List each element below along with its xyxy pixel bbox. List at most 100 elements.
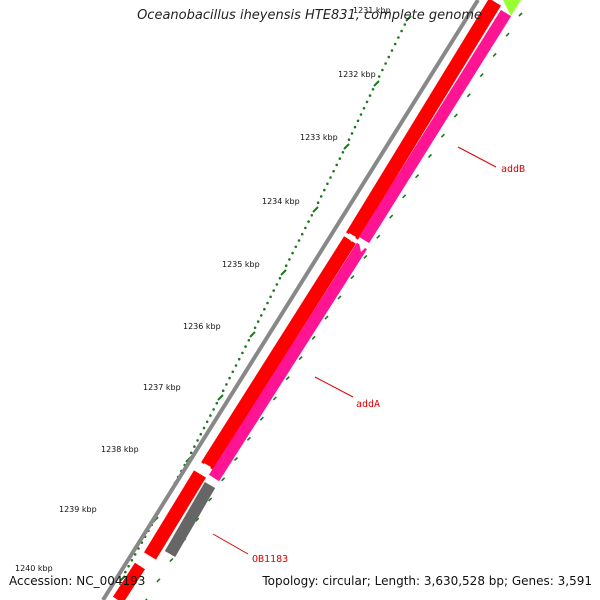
gene-callout-line <box>457 146 497 168</box>
ruler-minor-tick <box>284 264 288 268</box>
ruler-tick-label: 1235 kbp <box>222 260 260 269</box>
ruler-minor-tick <box>269 295 272 299</box>
ruler-minor-tick <box>304 226 307 230</box>
ruler-minor-tick <box>368 94 372 97</box>
ruler-reverse-tick <box>298 355 303 361</box>
ruler-minor-tick <box>387 55 391 59</box>
ruler-minor-tick <box>130 559 134 562</box>
ruler-minor-tick <box>397 36 400 39</box>
ruler-minor-tick <box>231 370 235 374</box>
ruler-reverse-tick <box>389 214 394 219</box>
ruler-reverse-tick <box>427 153 433 159</box>
cds-forward-addB <box>346 0 501 240</box>
ruler-minor-tick <box>256 320 260 323</box>
ruler-reverse-tick <box>402 194 407 199</box>
gene-label-ob1183[interactable]: OB1183 <box>252 554 288 565</box>
ruler-minor-tick <box>237 357 241 361</box>
cds-forward-addA <box>201 236 356 470</box>
ruler-minor-tick <box>133 553 137 556</box>
ruler-minor-tick <box>193 445 196 448</box>
ruler-minor-tick <box>362 106 366 110</box>
neighbor-gene <box>503 0 521 16</box>
ruler-minor-tick <box>288 258 291 261</box>
ruler-tick-label: 1234 kbp <box>262 197 300 206</box>
ruler-minor-tick <box>260 314 263 317</box>
ruler-minor-tick <box>350 132 354 135</box>
ruler-minor-tick <box>127 564 130 568</box>
ruler-minor-tick <box>205 420 209 424</box>
ruler-minor-tick <box>247 339 251 342</box>
ruler-minor-tick <box>297 239 301 242</box>
ruler-minor-tick <box>300 232 304 236</box>
gene-callout-line <box>212 533 249 555</box>
arrow-gap <box>204 463 211 472</box>
ruler-minor-tick <box>384 62 387 65</box>
ruler-labels: 1231 kbp 1232 kbp 1233 kbp 1234 kbp 1235 kbp… <box>15 6 391 573</box>
ruler-reverse-tick <box>169 558 174 563</box>
arrow-gap <box>359 243 366 252</box>
ruler-major-tick <box>312 206 319 213</box>
genome-stats-text: Topology: circular; Length: 3,630,528 bp… <box>262 574 592 588</box>
ruler-reverse-tick <box>363 254 368 260</box>
ruler-tick-label: 1240 kbp <box>15 564 53 573</box>
ruler-minor-tick <box>225 383 228 386</box>
ruler-minor-tick <box>228 376 231 380</box>
ruler-minor-tick <box>335 163 339 167</box>
genome-backbone <box>101 0 480 600</box>
ruler-minor-tick <box>266 301 269 305</box>
ruler-reverse-tick <box>414 174 420 179</box>
ruler-reverse-tick <box>518 12 523 17</box>
ruler-reverse-tick <box>505 32 510 37</box>
ruler-tick-label: 1232 kbp <box>338 70 376 79</box>
ruler-minor-tick <box>381 68 384 72</box>
ruler-major-tick <box>217 394 224 401</box>
ruler-major-tick <box>119 575 126 582</box>
ruler-reverse-tick <box>376 234 381 239</box>
ruler-reverse-tick <box>259 416 264 421</box>
ruler-reverse-tick <box>479 73 484 78</box>
ruler-minor-tick <box>291 251 294 255</box>
ruler-minor-tick <box>189 451 193 455</box>
ruler-minor-tick <box>329 176 332 179</box>
ruler-minor-tick <box>338 157 342 160</box>
ruler-minor-tick <box>221 389 225 393</box>
cds-forward-edge <box>112 562 146 600</box>
ruler-major-tick <box>249 331 256 338</box>
ruler-minor-tick <box>212 408 215 411</box>
ruler-minor-tick <box>244 345 247 348</box>
arrow-gap <box>349 233 356 242</box>
ruler-major-tick <box>373 80 380 87</box>
ruler-reverse-tick <box>453 113 458 118</box>
gene-callouts: addB addA OB1183 <box>212 146 525 565</box>
gene-label-adda[interactable]: addA <box>356 399 380 410</box>
ruler-reverse-tick <box>466 93 471 98</box>
ruler-minor-tick <box>209 414 212 417</box>
ruler-minor-tick <box>241 351 244 355</box>
ruler-minor-tick <box>393 42 397 46</box>
ruler-major-tick <box>405 15 412 22</box>
ruler-reverse-tick <box>440 133 445 138</box>
ruler-minor-tick <box>263 307 266 311</box>
cds-reverse-addB <box>358 9 512 244</box>
ruler-reverse-tick <box>350 275 355 280</box>
ruler-minor-tick <box>215 401 219 405</box>
ruler-minor-tick <box>390 49 394 52</box>
ruler-reverse-tick <box>311 335 316 340</box>
ruler-minor-tick <box>403 23 407 26</box>
gene-label-addb[interactable]: addB <box>501 164 525 175</box>
ruler-minor-tick <box>199 432 203 436</box>
ruler-tick-label: 1236 kbp <box>183 322 221 331</box>
ruler-minor-tick <box>359 113 363 116</box>
ruler-reverse-tick <box>208 497 213 502</box>
ruler-minor-tick <box>332 169 335 173</box>
ruler-minor-tick <box>202 426 206 430</box>
ruler-minor-tick <box>347 138 351 141</box>
ruler-minor-tick <box>278 276 282 280</box>
ruler-reverse-tick <box>337 295 342 300</box>
ruler-minor-tick <box>353 125 357 129</box>
ruler-minor-tick <box>326 182 329 186</box>
cds-forward-upstream <box>144 470 206 560</box>
ruler-minor-tick <box>377 75 381 78</box>
ruler-reverse-tick <box>233 456 239 462</box>
